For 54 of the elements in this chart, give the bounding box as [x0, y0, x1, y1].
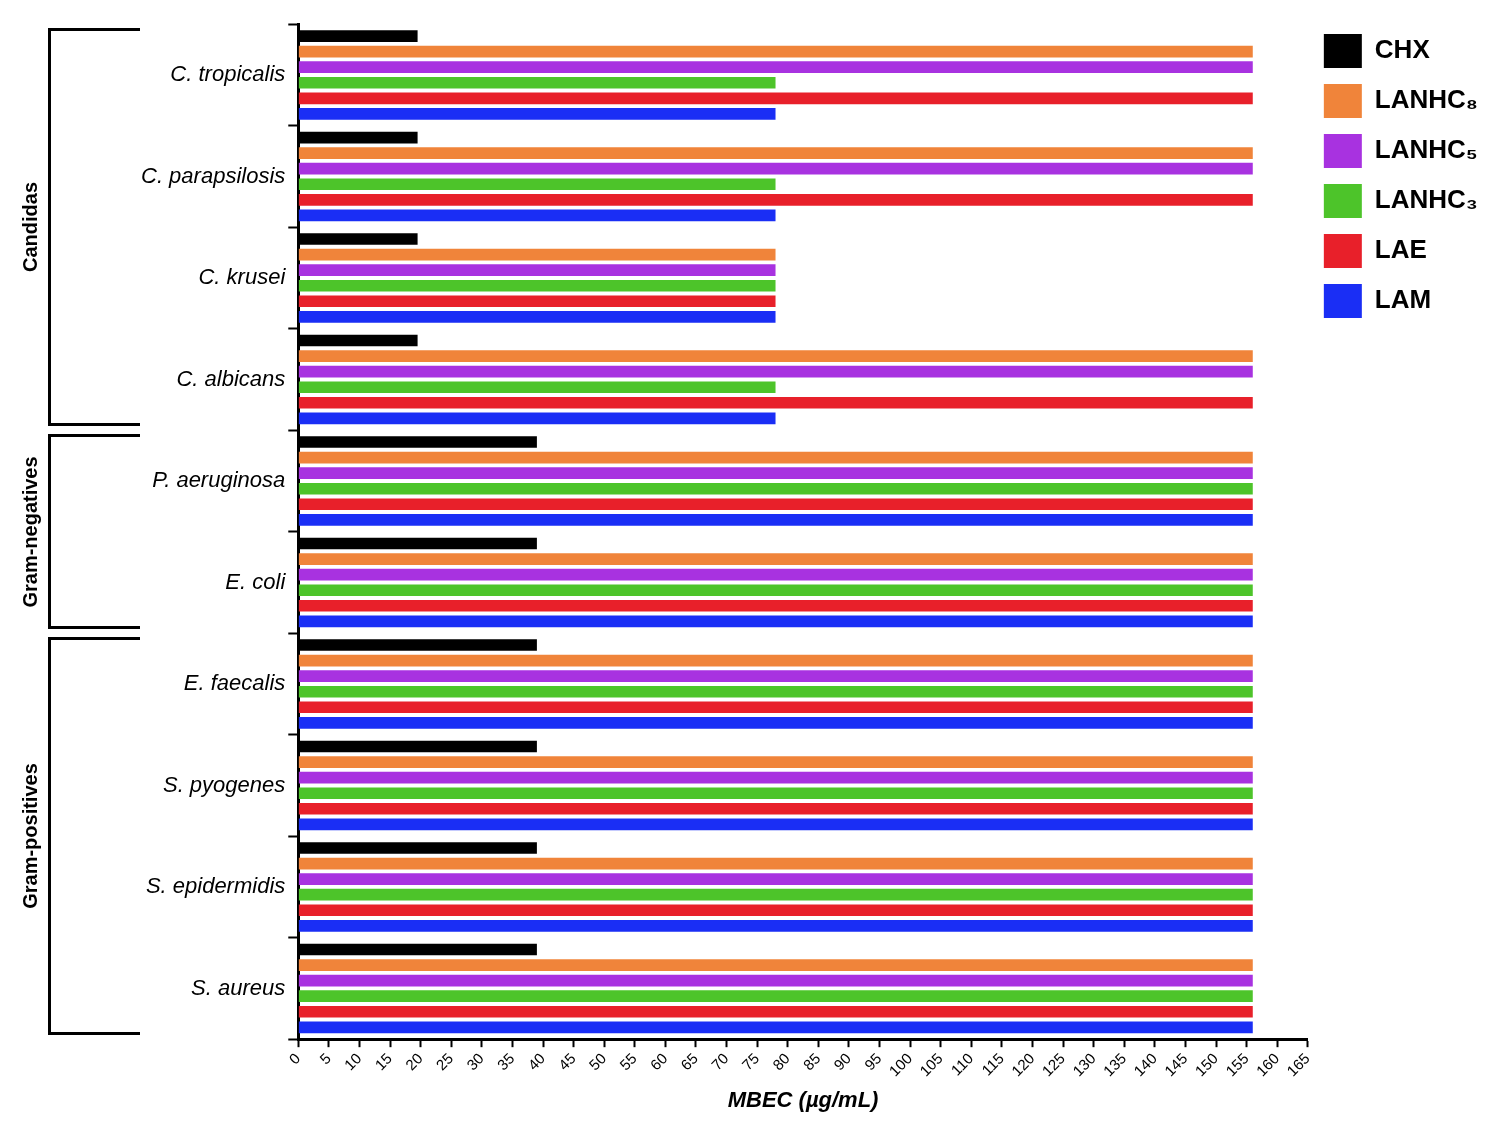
y-tick-label: E. faecalis: [183, 670, 286, 696]
x-axis-title: MBEC (µg/mL): [727, 1086, 879, 1112]
y-tick-label: S. pyogenes: [162, 771, 286, 797]
x-tick-label: 150: [1191, 1049, 1222, 1080]
y-tick-label: C. parapsilosis: [141, 162, 286, 188]
x-tick-label: 80: [768, 1049, 793, 1074]
x-tick-label: 25: [432, 1049, 457, 1074]
x-tick-label: 75: [738, 1049, 763, 1074]
x-tick-label: 35: [493, 1049, 518, 1074]
x-tick-label: 125: [1038, 1049, 1069, 1080]
x-tick-label: 155: [1221, 1049, 1252, 1080]
y-tick-label: S. aureus: [191, 974, 286, 1000]
x-tick-label: 65: [677, 1049, 702, 1074]
x-tick-label: 120: [1007, 1049, 1038, 1080]
x-tick-label: 45: [554, 1049, 579, 1074]
x-tick-label: 0: [285, 1049, 304, 1068]
y-tick-label: E. coli: [225, 568, 287, 594]
x-tick-label: 15: [371, 1049, 396, 1074]
legend-label: LANHC₅: [1374, 134, 1478, 165]
text: Gram-negatives: [18, 456, 42, 608]
y-tick-label: S. epidermidis: [145, 873, 286, 899]
x-tick-label: 70: [707, 1049, 732, 1074]
y-tick-label: P. aeruginosa: [152, 467, 286, 493]
x-tick-label: 140: [1130, 1049, 1160, 1080]
x-tick-label: 40: [524, 1049, 549, 1074]
x-tick-label: 95: [860, 1049, 885, 1074]
x-tick-label: 90: [830, 1049, 854, 1074]
legend-label: LAM: [1374, 284, 1432, 315]
text: Gram-positives: [18, 763, 42, 909]
legend-label: CHX: [1374, 34, 1431, 65]
x-tick-label: 5: [316, 1049, 334, 1068]
y-tick-label: C. tropicalis: [170, 61, 286, 87]
x-tick-label: 20: [401, 1049, 426, 1074]
x-tick-label: 165: [1283, 1049, 1313, 1080]
x-tick-label: 160: [1252, 1049, 1283, 1080]
text: Candidas: [18, 182, 42, 273]
y-tick-label: C. albicans: [176, 365, 286, 391]
x-tick-label: 85: [799, 1049, 824, 1074]
legend-label: LANHC₈: [1374, 84, 1479, 115]
legend-label: LANHC₃: [1374, 184, 1478, 215]
x-tick-label: 100: [885, 1049, 916, 1080]
x-tick-label: 135: [1099, 1049, 1130, 1080]
legend-label: LAE: [1374, 234, 1427, 265]
x-tick-label: 115: [978, 1049, 1007, 1079]
y-tick-label: C. krusei: [198, 264, 287, 290]
x-tick-label: 60: [646, 1049, 671, 1074]
x-tick-label: 145: [1160, 1049, 1191, 1080]
x-tick-label: 55: [616, 1049, 640, 1074]
x-tick-label: 105: [916, 1049, 946, 1080]
x-tick-label: 50: [585, 1049, 610, 1074]
x-tick-label: 30: [463, 1049, 487, 1074]
x-tick-label: 110: [947, 1049, 977, 1079]
x-tick-label: 10: [340, 1049, 365, 1074]
x-tick-label: 130: [1069, 1049, 1099, 1080]
